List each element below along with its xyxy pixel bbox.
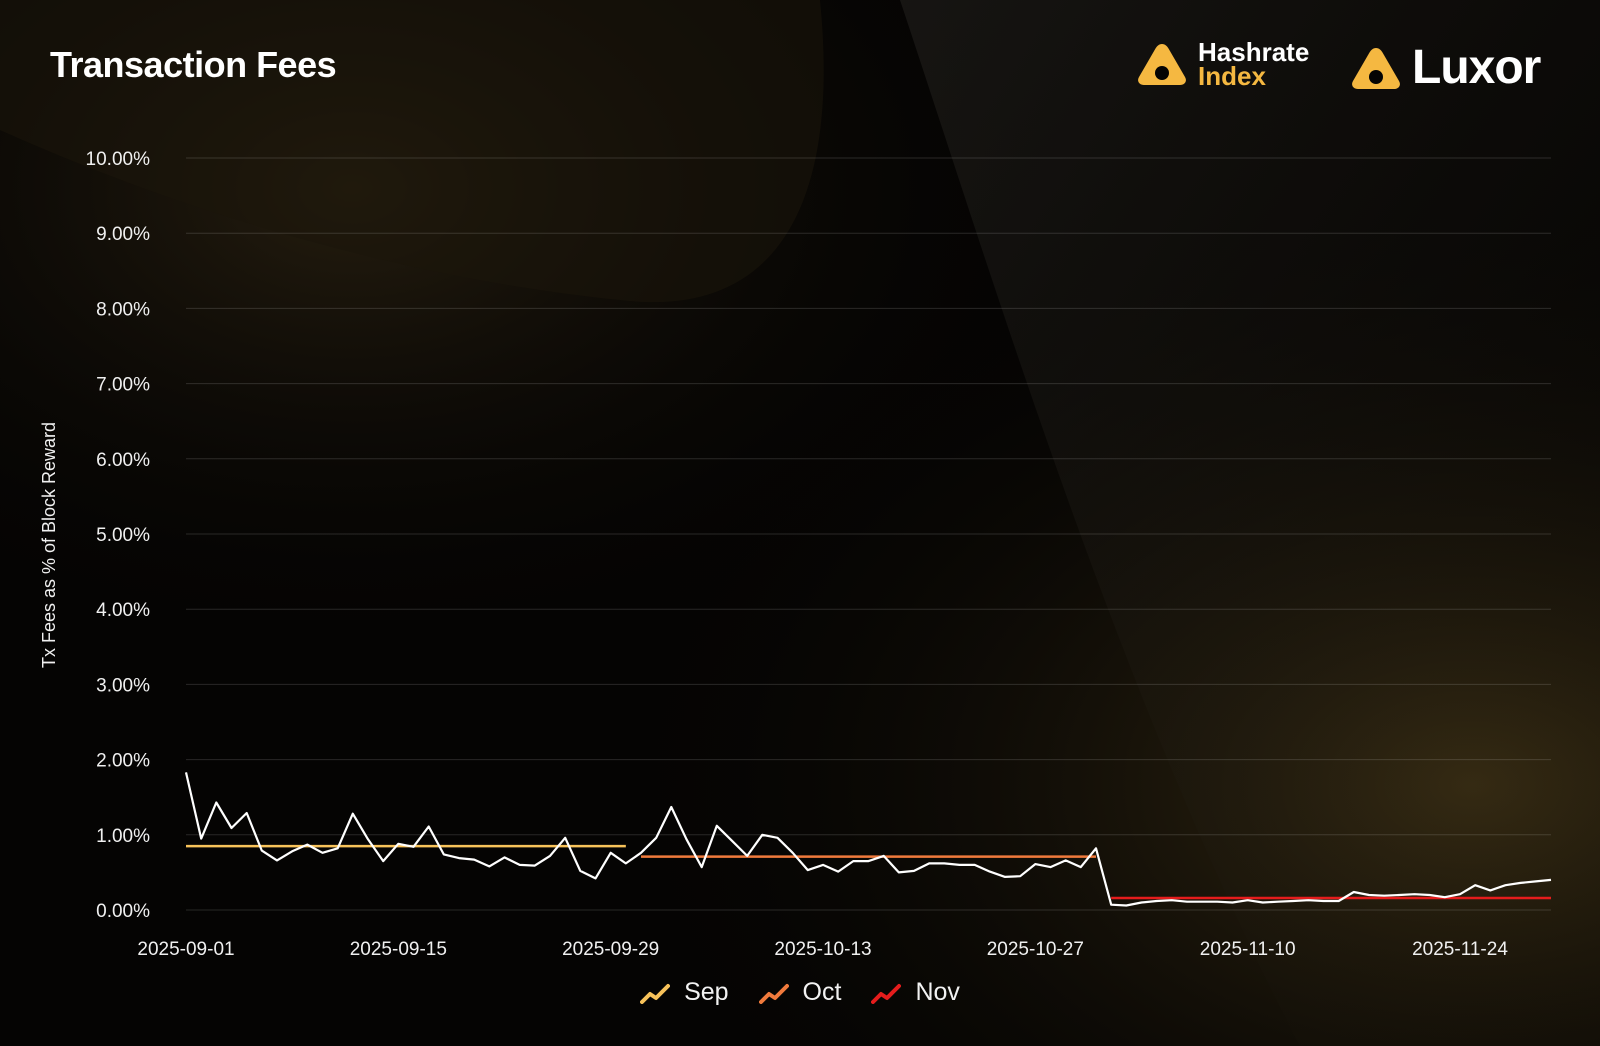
x-tick-label: 2025-09-29 — [562, 939, 659, 960]
trend-icon — [640, 983, 671, 1004]
y-tick-label: 8.00% — [96, 299, 150, 320]
luxor-logo: Luxor — [1350, 40, 1541, 95]
x-tick-label: 2025-11-24 — [1412, 939, 1508, 960]
trend-icon — [758, 983, 789, 1004]
y-tick-label: 10.00% — [86, 149, 151, 170]
legend-item-sep[interactable]: Sep — [640, 978, 729, 1007]
legend-label: Nov — [915, 978, 960, 1006]
luxor-wordmark: Luxor — [1412, 41, 1541, 94]
y-tick-label: 3.00% — [96, 675, 150, 696]
chart-title: Transaction Fees — [50, 44, 337, 85]
legend-item-nov[interactable]: Nov — [871, 978, 960, 1007]
x-tick-label: 2025-10-13 — [774, 939, 871, 960]
y-tick-label: 9.00% — [96, 224, 150, 245]
x-tick-label: 2025-09-15 — [350, 939, 447, 960]
trend-icon — [871, 983, 902, 1004]
hashrate-wordmark: Hashrate — [1198, 37, 1310, 67]
x-tick-label: 2025-11-10 — [1200, 939, 1296, 960]
x-tick-label: 2025-09-01 — [137, 939, 234, 960]
index-wordmark: Index — [1198, 61, 1266, 91]
triangle-logo-icon — [1352, 47, 1400, 89]
x-tick-label: 2025-10-27 — [987, 939, 1084, 960]
triangle-logo-icon — [1138, 44, 1186, 85]
y-tick-label: 1.00% — [96, 826, 150, 847]
y-tick-label: 2.00% — [96, 751, 150, 772]
y-tick-label: 5.00% — [96, 525, 150, 546]
legend-item-oct[interactable]: Oct — [758, 978, 842, 1007]
legend-label: Sep — [684, 978, 729, 1006]
hashrate-index-logo: Hashrate Index — [1136, 37, 1310, 91]
y-tick-label: 4.00% — [96, 600, 150, 621]
y-axis-label: Tx Fees as % of Block Reward — [39, 422, 59, 668]
chart-legend: Sep Oct Nov — [0, 978, 1600, 1007]
legend-label: Oct — [802, 978, 842, 1006]
fee-series-line — [184, 772, 1552, 907]
y-tick-label: 0.00% — [96, 901, 150, 922]
y-tick-label: 6.00% — [96, 450, 150, 471]
y-tick-label: 7.00% — [96, 375, 150, 396]
